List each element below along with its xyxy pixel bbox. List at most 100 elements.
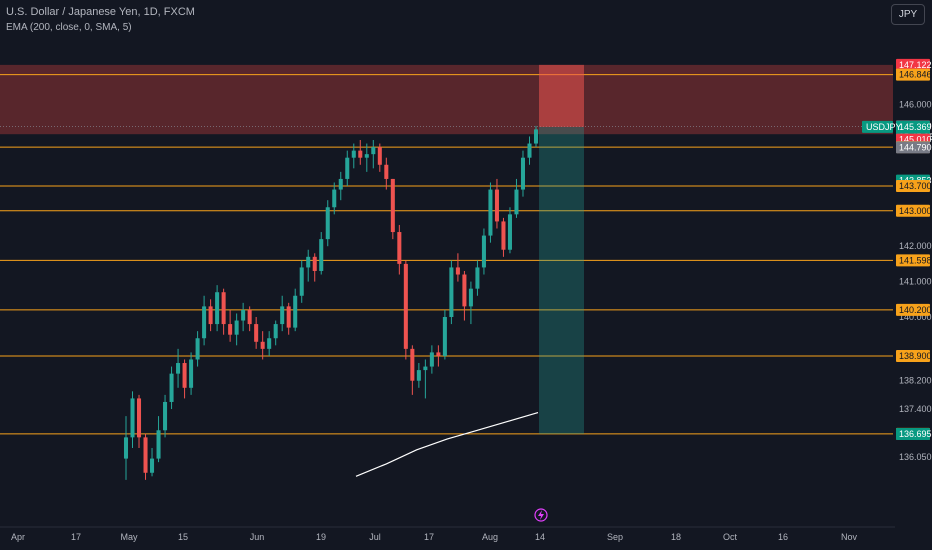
candle-body	[241, 309, 246, 321]
candle	[332, 182, 337, 215]
position-stop-zone[interactable]	[539, 64, 584, 127]
candle-body	[403, 263, 408, 349]
x-tick-label: 17	[71, 532, 81, 542]
candle	[462, 270, 467, 321]
candle-body	[143, 437, 148, 473]
ema-line	[355, 412, 539, 477]
price-tag-bg	[896, 68, 930, 81]
candle	[123, 416, 129, 480]
price-tag-bg	[896, 349, 930, 362]
symbol-tag-label: USDJPY	[866, 122, 902, 132]
candle	[520, 150, 526, 197]
candle-body	[267, 338, 272, 349]
y-tick-label: 136.050	[899, 452, 932, 462]
price-tag-bg	[896, 427, 930, 440]
x-tick-label: 14	[535, 532, 545, 542]
candle-body	[312, 256, 317, 271]
candle-body	[260, 341, 265, 349]
price-tag-grey: 144.790	[896, 141, 932, 154]
price-tag-level: 141.598	[896, 254, 932, 267]
price-tag-level: 143.700	[896, 180, 932, 193]
candle-body	[507, 214, 512, 250]
candle	[442, 309, 447, 360]
candle-body	[286, 306, 291, 328]
x-tick-label: 19	[316, 532, 326, 542]
candle-body	[468, 288, 473, 307]
candle	[189, 352, 194, 395]
candle-body	[397, 232, 402, 264]
candle-body	[533, 129, 539, 144]
candle	[312, 253, 317, 282]
candle-body	[195, 338, 200, 360]
candle	[390, 178, 395, 240]
candle	[319, 232, 324, 275]
candle-body	[377, 147, 382, 165]
candle	[345, 150, 350, 187]
candle	[176, 348, 181, 388]
candle-body	[208, 306, 213, 325]
symbol-tag-bg	[862, 120, 893, 133]
candle	[423, 359, 428, 399]
time-axis[interactable]: Apr 17 May 15 Jun 19 Jul 17 Aug 14 Sep 18 Oct 16 Nov	[0, 526, 895, 542]
price-axis[interactable]: 146.000 142.000 141.000 140.000 138.200 137.4…	[862, 0, 932, 550]
candle-body	[481, 235, 486, 268]
candle-body	[273, 324, 278, 339]
candle-body	[423, 366, 428, 371]
candle-body	[293, 295, 298, 328]
candle-body	[455, 267, 460, 275]
x-tick-label: Jul	[369, 532, 381, 542]
price-tag-label: 146.846	[899, 70, 932, 80]
price-tag-level: 143.000	[896, 204, 932, 217]
candle	[501, 217, 506, 257]
candle	[280, 295, 285, 332]
candle	[254, 317, 259, 349]
candle-body	[221, 292, 226, 325]
candle	[481, 228, 486, 275]
candle	[403, 260, 408, 360]
price-tag-level: 140.200	[896, 303, 932, 316]
candle	[377, 143, 382, 172]
candle-body	[202, 306, 207, 339]
candle	[429, 345, 434, 374]
candle	[241, 302, 246, 332]
price-tag-label: 147.122	[899, 60, 932, 70]
y-tick-label: 141.000	[899, 277, 932, 287]
supply-zone-layer	[0, 64, 893, 135]
x-tick-label: 15	[178, 532, 188, 542]
candle	[351, 143, 356, 169]
candle-body	[364, 154, 369, 158]
indicator-legend[interactable]: EMA (200, close, 0, SMA, 5)	[6, 22, 132, 33]
currency-button[interactable]: JPY	[891, 4, 925, 25]
candle	[527, 136, 532, 165]
candle-body	[136, 398, 142, 438]
price-tag-label: 145.369	[899, 122, 932, 132]
candle	[410, 345, 415, 395]
candle	[299, 260, 304, 303]
candle-body	[150, 458, 155, 473]
candle	[416, 363, 421, 388]
candle-body	[228, 324, 233, 335]
candle-body	[442, 317, 447, 356]
position-target-zone[interactable]	[539, 126, 584, 434]
candle	[306, 249, 311, 282]
x-tick-label: Sep	[607, 532, 623, 542]
x-tick-label: 17	[424, 532, 434, 542]
candle	[338, 171, 343, 201]
candle-body	[494, 189, 499, 222]
supply-zone	[0, 64, 893, 135]
candle-body	[527, 143, 532, 158]
candle-body	[390, 178, 395, 233]
candle	[364, 143, 369, 172]
candle	[150, 447, 155, 477]
candle-body	[130, 398, 135, 438]
candle-body	[462, 274, 467, 307]
candles-layer	[123, 125, 539, 480]
candle	[247, 306, 252, 332]
y-tick-label: 138.200	[899, 376, 932, 386]
short-position-layer[interactable]	[539, 64, 584, 434]
price-tag-label: 143.700	[899, 181, 932, 191]
price-tag-bg	[896, 303, 930, 316]
candle-body	[189, 359, 194, 388]
price-tag-bg	[896, 58, 930, 71]
